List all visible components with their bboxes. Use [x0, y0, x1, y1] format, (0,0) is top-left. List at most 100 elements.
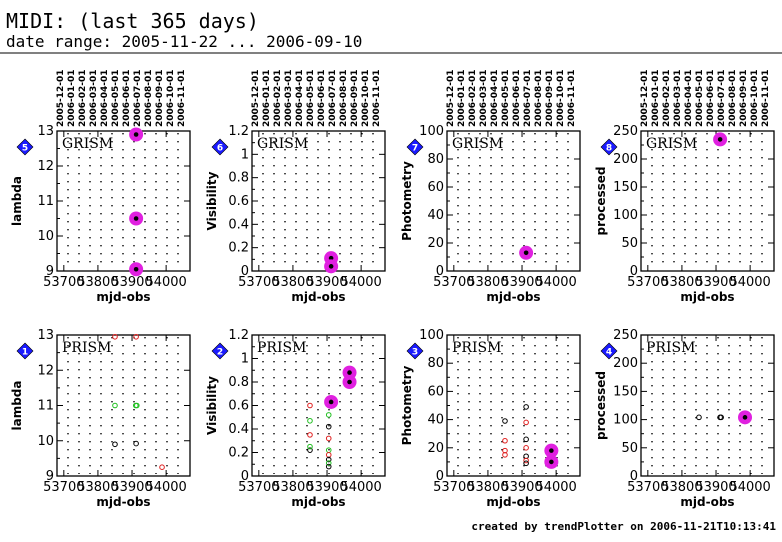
date-tick-label: 2005-12-01 — [251, 69, 261, 127]
y-axis-label: Visibility — [205, 171, 219, 230]
panel-2: 0 0.2 0.4 0.6 0.8 1 1.2 53700538005390054000mjd… — [205, 328, 386, 509]
mode-label: GRISM — [62, 136, 113, 152]
panel-number-badge — [406, 342, 424, 360]
data-point — [549, 448, 554, 453]
panel-4: 0 50 100 150 200 250 53700538005390054000mjd-o… — [594, 328, 775, 509]
date-tick-label: 2006-01-01 — [67, 69, 77, 127]
mode-label: PRISM — [62, 340, 111, 356]
x-tick-label: 53700 — [433, 275, 474, 290]
y-axis-label: processed — [594, 371, 608, 440]
data-point — [523, 460, 529, 467]
date-tick-label: 2006-03-01 — [479, 69, 489, 127]
panel-number: 1 — [22, 348, 28, 358]
plot-frame — [251, 130, 386, 272]
y-tick-label: 0 — [241, 264, 249, 279]
data-point — [325, 463, 332, 470]
data-point — [549, 459, 554, 465]
y-tick-label: 10 — [37, 434, 54, 449]
date-tick-label: 2005-12-01 — [56, 69, 66, 127]
date-tick-label: 2006-07-01 — [523, 69, 533, 127]
y-tick-label: 100 — [613, 413, 638, 428]
y-tick-label: 0 — [436, 469, 444, 484]
date-tick-label: 2006-10-01 — [166, 69, 176, 127]
y-tick-label: 0.2 — [228, 446, 249, 461]
panel-number: 3 — [412, 348, 418, 358]
y-axis-label: Photometry — [400, 365, 414, 445]
plot-frame — [56, 334, 191, 477]
y-tick-label: 60 — [427, 180, 444, 195]
data-point — [133, 266, 139, 272]
y-tick-label: 20 — [427, 236, 444, 251]
date-tick-label: 2006-11-01 — [567, 69, 577, 127]
y-tick-label: 0.4 — [228, 422, 249, 437]
date-tick-label: 2006-07-01 — [717, 69, 727, 127]
data-point — [328, 399, 334, 405]
date-tick-label: 2006-09-01 — [155, 69, 165, 127]
date-tick-label: 2006-03-01 — [284, 69, 294, 127]
x-tick-label: 53800 — [467, 480, 508, 495]
x-tick-label: 54000 — [729, 275, 770, 290]
date-tick-label: 2006-06-01 — [122, 69, 132, 127]
date-tick-label: 2006-03-01 — [673, 69, 683, 127]
y-axis-label: processed — [594, 166, 608, 235]
x-axis-label: mjd-obs — [96, 495, 150, 509]
plot-frame — [446, 130, 581, 272]
x-axis-label: mjd-obs — [291, 495, 345, 509]
x-tick-label: 53800 — [77, 480, 118, 495]
data-point — [325, 423, 332, 430]
data-point — [347, 379, 352, 385]
y-tick-label: 100 — [419, 124, 444, 139]
data-point — [347, 370, 352, 375]
data-point — [307, 447, 313, 453]
x-tick-label: 53900 — [695, 275, 736, 290]
data-point — [523, 457, 529, 464]
data-point — [328, 264, 334, 269]
y-tick-label: 1.2 — [228, 124, 249, 139]
mode-label: PRISM — [452, 340, 501, 356]
x-tick-label: 53900 — [111, 480, 152, 495]
x-tick-label: 53700 — [43, 480, 84, 495]
y-tick-label: 11 — [37, 399, 54, 414]
y-tick-label: 0.6 — [228, 399, 249, 414]
x-tick-label: 53900 — [695, 480, 736, 495]
y-tick-label: 50 — [621, 236, 638, 251]
x-axis-label: mjd-obs — [680, 290, 734, 304]
data-point — [742, 415, 748, 420]
y-tick-label: 9 — [46, 264, 54, 279]
panel-number: 8 — [606, 144, 612, 154]
data-point — [112, 333, 118, 340]
plot-frame — [251, 334, 386, 477]
data-point — [112, 441, 118, 448]
data-point — [523, 250, 529, 256]
date-tick-label: 2006-02-01 — [662, 69, 672, 127]
y-tick-label: 1 — [241, 352, 249, 367]
y-tick-label: 11 — [37, 194, 54, 209]
mode-label: GRISM — [452, 136, 503, 152]
x-tick-label: 53900 — [501, 480, 542, 495]
y-tick-label: 250 — [613, 124, 638, 139]
date-tick-label: 2006-06-01 — [317, 69, 327, 127]
y-tick-label: 20 — [427, 441, 444, 456]
date-tick-label: 2006-05-01 — [306, 69, 316, 127]
y-axis-label: lambda — [10, 381, 24, 431]
date-tick-label: 2006-04-01 — [295, 69, 305, 127]
date-tick-label: 2006-04-01 — [490, 69, 500, 127]
date-tick-label: 2006-09-01 — [350, 69, 360, 127]
panel-number: 6 — [217, 144, 223, 154]
data-point — [502, 452, 508, 458]
y-tick-label: 150 — [613, 180, 638, 195]
data-point — [523, 445, 529, 451]
mode-label: PRISM — [257, 340, 306, 356]
data-point — [307, 443, 313, 450]
y-tick-label: 0.4 — [228, 217, 249, 232]
y-tick-label: 0.2 — [228, 241, 249, 256]
date-tick-label: 2006-09-01 — [739, 69, 749, 127]
date-tick-label: 2005-12-01 — [446, 69, 456, 127]
data-point — [718, 414, 724, 421]
date-tick-label: 2006-06-01 — [706, 69, 716, 127]
x-tick-label: 53700 — [627, 275, 668, 290]
y-tick-label: 0 — [241, 469, 249, 484]
y-tick-label: 0.6 — [228, 194, 249, 209]
